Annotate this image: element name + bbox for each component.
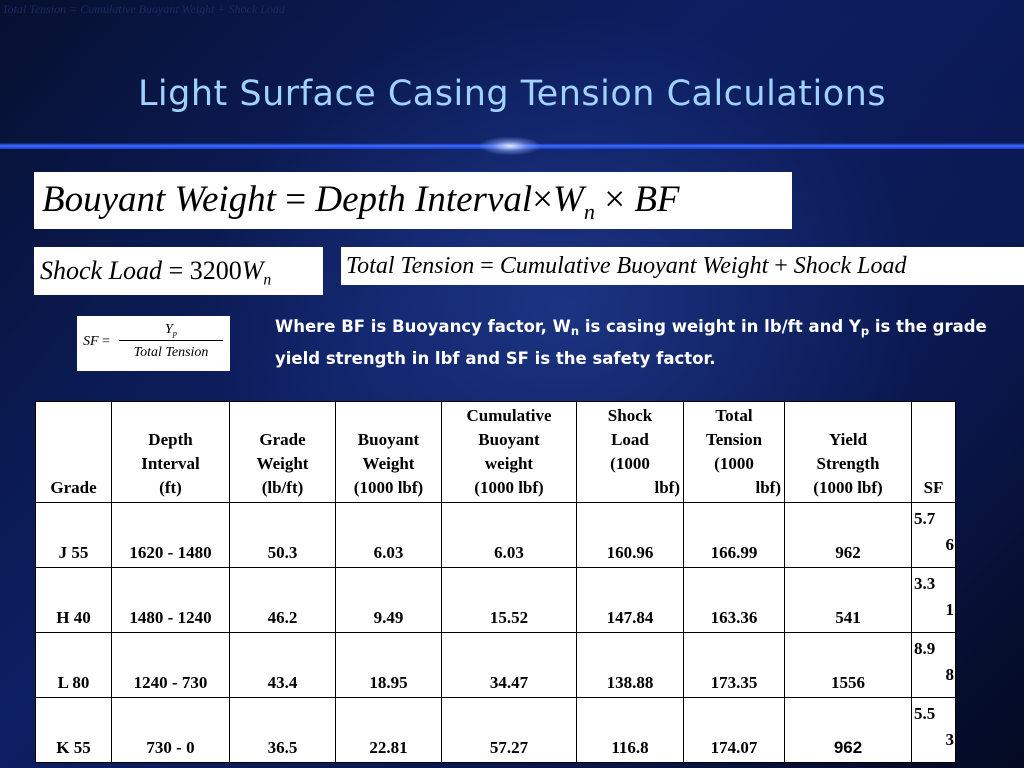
header-cumulative-buoyant-weight: Cumulative Buoyant weight (1000 lbf) <box>441 401 577 503</box>
table-header-row: Grade Depth Interval (ft) Grade Weight (lb/f… <box>35 401 956 503</box>
cell-shock: 138.88 <box>576 632 684 698</box>
cell-depth: 1480 - 1240 <box>111 567 230 633</box>
cell-total: 166.99 <box>683 502 785 568</box>
table-row: K 55 730 - 0 36.5 22.81 57.27 116.8 174.… <box>35 697 956 763</box>
cell-buoyant-weight: 9.49 <box>335 567 442 633</box>
cell-buoyant-weight: 6.03 <box>335 502 442 568</box>
slide-caption: Total Tension = Cumulative Buoyant Weigh… <box>2 2 285 16</box>
cell-grade: L 80 <box>35 632 112 698</box>
safety-factor-equation: SF = Yp Total Tension <box>77 316 230 371</box>
shock-load-equation: Shock Load = 3200Wn <box>34 247 323 295</box>
header-grade-weight: Grade Weight (lb/ft) <box>229 401 336 503</box>
tension-calculation-table: Grade Depth Interval (ft) Grade Weight (lb/f… <box>35 401 956 763</box>
cell-cumulative: 15.52 <box>441 567 577 633</box>
cell-total: 173.35 <box>683 632 785 698</box>
cell-yield: 1556 <box>784 632 912 698</box>
header-yield-strength: Yield Strength (1000 lbf) <box>784 401 912 503</box>
variable-definitions-note: Where BF is Buoyancy factor, Wn is casin… <box>275 317 987 368</box>
cell-grade-weight: 46.2 <box>229 567 336 633</box>
cell-sf: 5.7 6 <box>911 502 956 568</box>
cell-cumulative: 6.03 <box>441 502 577 568</box>
cell-shock: 160.96 <box>576 502 684 568</box>
cell-shock: 147.84 <box>576 567 684 633</box>
cell-grade: H 40 <box>35 567 112 633</box>
cell-total: 174.07 <box>683 697 785 763</box>
cell-depth: 730 - 0 <box>111 697 230 763</box>
header-depth-interval: Depth Interval (ft) <box>111 401 230 503</box>
cell-grade-weight: 36.5 <box>229 697 336 763</box>
cell-buoyant-weight: 22.81 <box>335 697 442 763</box>
cell-grade: K 55 <box>35 697 112 763</box>
header-sf: SF <box>911 401 956 503</box>
cell-yield: 962 <box>784 697 912 763</box>
cell-total: 163.36 <box>683 567 785 633</box>
cell-yield: 541 <box>784 567 912 633</box>
slide-title: Light Surface Casing Tension Calculation… <box>137 74 887 114</box>
cell-sf: 5.5 3 <box>911 697 956 763</box>
cell-sf: 8.9 8 <box>911 632 956 698</box>
table-row: L 80 1240 - 730 43.4 18.95 34.47 138.88 … <box>35 632 956 698</box>
table-row: J 55 1620 - 1480 50.3 6.03 6.03 160.96 1… <box>35 502 956 568</box>
buoyant-weight-equation: Bouyant Weight = Depth Interval×Wn × BF <box>34 172 792 229</box>
cell-grade-weight: 50.3 <box>229 502 336 568</box>
header-total-tension: Total Tension (1000 lbf) <box>683 401 785 503</box>
cell-cumulative: 57.27 <box>441 697 577 763</box>
cell-grade: J 55 <box>35 502 112 568</box>
cell-cumulative: 34.47 <box>441 632 577 698</box>
cell-yield: 962 <box>784 502 912 568</box>
cell-shock: 116.8 <box>576 697 684 763</box>
cell-depth: 1620 - 1480 <box>111 502 230 568</box>
header-shock-load: Shock Load (1000 lbf) <box>576 401 684 503</box>
header-grade: Grade <box>35 401 112 503</box>
total-tension-equation: Total Tension = Cumulative Buoyant Weigh… <box>341 247 1024 285</box>
header-buoyant-weight: Buoyant Weight (1000 lbf) <box>335 401 442 503</box>
cell-sf: 3.3 1 <box>911 567 956 633</box>
cell-grade-weight: 43.4 <box>229 632 336 698</box>
cell-buoyant-weight: 18.95 <box>335 632 442 698</box>
divider-glow <box>480 137 540 155</box>
table-row: H 40 1480 - 1240 46.2 9.49 15.52 147.84 … <box>35 567 956 633</box>
cell-depth: 1240 - 730 <box>111 632 230 698</box>
